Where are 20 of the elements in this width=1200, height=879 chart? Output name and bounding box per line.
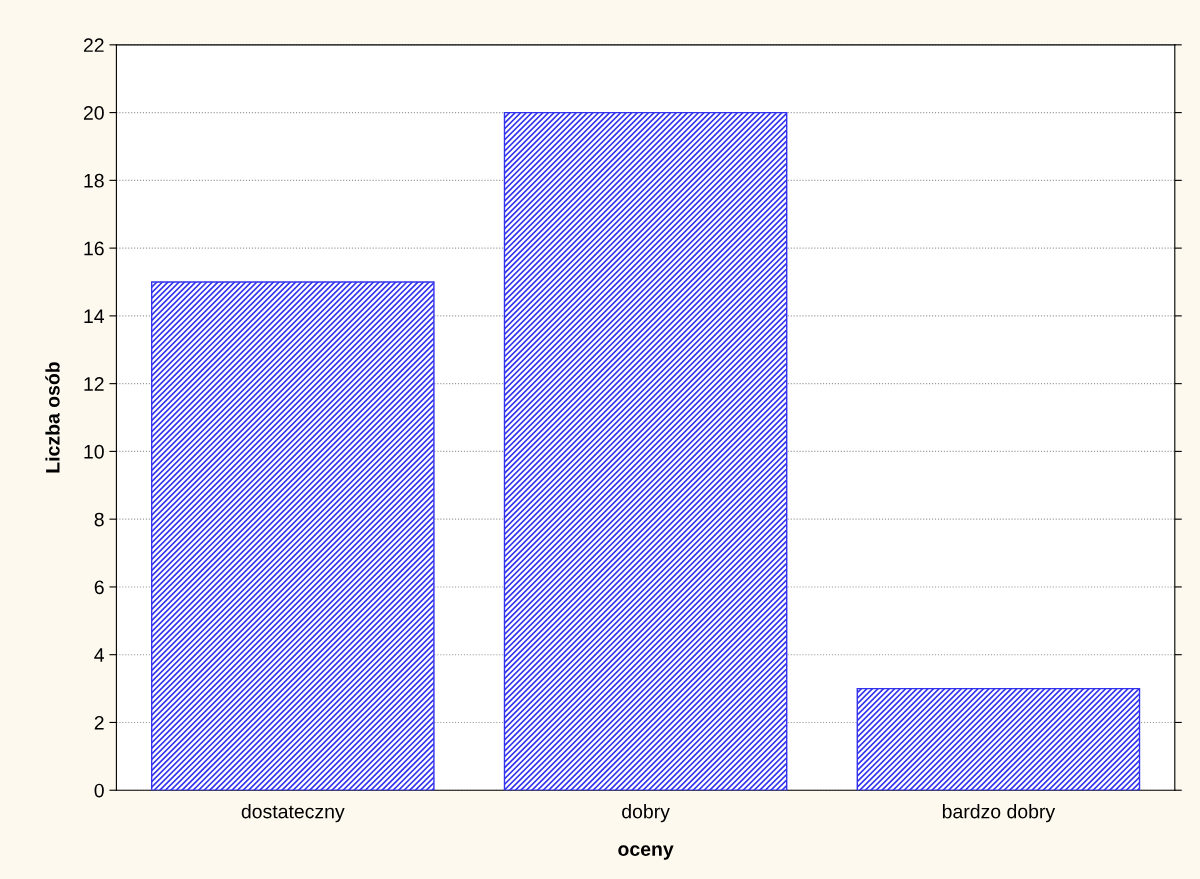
- y-tick-label: 16: [84, 241, 104, 256]
- x-tick-label: bardzo dobry: [942, 804, 1056, 823]
- y-axis-title: Liczba osób: [45, 362, 60, 473]
- x-tick-label: dostateczny: [241, 804, 345, 823]
- y-tick-label: 2: [94, 715, 104, 730]
- y-tick-label: 4: [94, 648, 105, 662]
- bar: [150, 281, 435, 791]
- y-tick-label: 14: [84, 309, 105, 323]
- y-tick-label: 8: [94, 512, 104, 527]
- x-tick-label: dobry: [622, 804, 670, 823]
- y-tick-label: 6: [94, 580, 104, 595]
- y-tick-label: 20: [83, 106, 104, 120]
- x-axis-title: oceny: [618, 845, 674, 860]
- y-tick-label: 10: [84, 444, 104, 459]
- bar: [856, 687, 1141, 791]
- y-tick-label: 22: [83, 38, 104, 52]
- y-tick-label: 12: [84, 377, 104, 391]
- y-tick-label: 0: [94, 783, 104, 798]
- bar: [503, 111, 788, 791]
- y-tick-label: 18: [84, 173, 104, 188]
